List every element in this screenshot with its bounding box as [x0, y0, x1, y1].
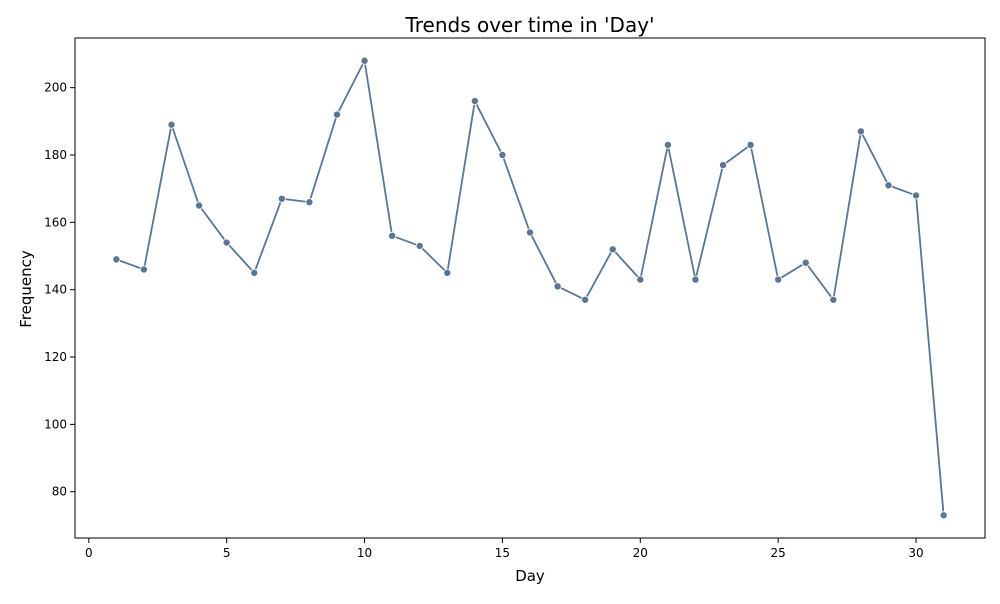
data-point: [167, 120, 176, 129]
data-point: [581, 295, 590, 304]
data-point: [553, 282, 562, 291]
series-line: [116, 59, 945, 516]
y-tick-label: 200: [44, 81, 67, 95]
data-point: [526, 228, 535, 237]
data-point: [415, 241, 424, 250]
x-tick-label: 15: [495, 546, 510, 560]
data-point: [360, 56, 369, 65]
chart-title: Trends over time in 'Day': [404, 13, 654, 37]
y-axis-label: Frequency: [17, 250, 35, 328]
y-tick-label: 160: [44, 215, 67, 229]
y-tick-label: 80: [52, 485, 67, 499]
y-tick-label: 140: [44, 283, 67, 297]
x-tick-label: 5: [223, 546, 231, 560]
data-point: [691, 275, 700, 284]
data-point: [774, 275, 783, 284]
data-point: [195, 201, 204, 210]
data-point: [884, 181, 893, 190]
y-tick-label: 100: [44, 417, 67, 431]
x-axis-label: Day: [515, 567, 545, 585]
data-point: [443, 268, 452, 277]
data-point: [636, 275, 645, 284]
data-point: [663, 140, 672, 149]
y-tick-label: 180: [44, 148, 67, 162]
data-point: [912, 191, 921, 200]
data-point: [939, 511, 948, 520]
data-point: [829, 295, 838, 304]
x-tick-label: 30: [908, 546, 923, 560]
plot-area: 0 5 10 15 20 25 30 80 100 120 140 160 180 200: [44, 37, 986, 560]
data-point: [719, 161, 728, 170]
data-point: [222, 238, 231, 247]
data-point: [470, 97, 479, 106]
data-point: [388, 231, 397, 240]
data-point: [112, 255, 121, 264]
data-point: [801, 258, 810, 267]
data-point: [305, 198, 314, 207]
data-point: [139, 265, 148, 274]
data-point: [498, 151, 507, 160]
plot-frame: [74, 37, 986, 539]
data-point: [277, 194, 286, 203]
data-point: [856, 127, 865, 136]
x-tick-label: 10: [357, 546, 372, 560]
y-tick-label: 120: [44, 350, 67, 364]
data-point: [332, 110, 341, 119]
data-point: [250, 268, 259, 277]
x-tick-label: 25: [771, 546, 786, 560]
data-point: [746, 140, 755, 149]
data-point: [608, 245, 617, 254]
x-tick-label: 20: [633, 546, 648, 560]
x-tick-label: 0: [85, 546, 93, 560]
